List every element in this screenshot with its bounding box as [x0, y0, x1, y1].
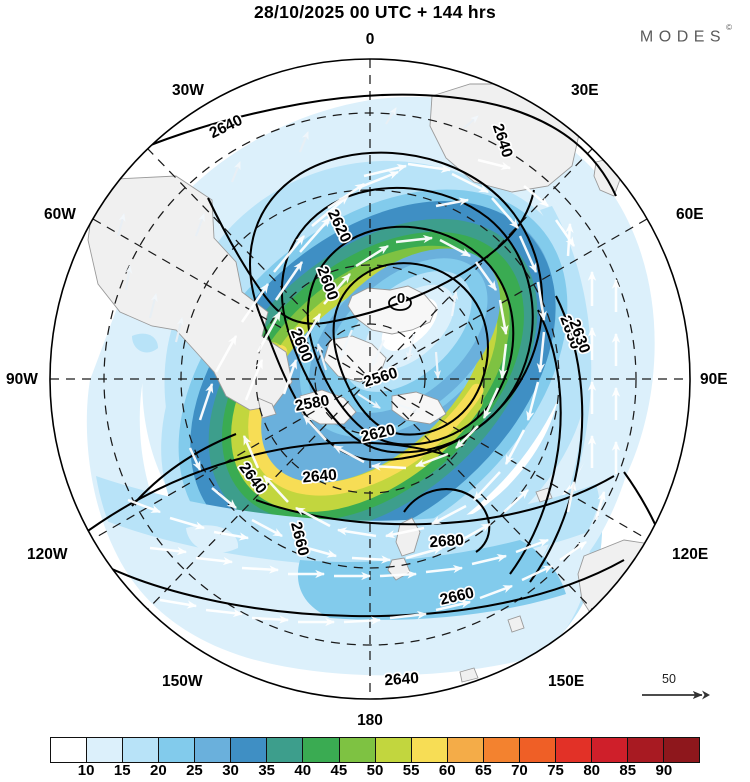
- colorbar-tick-70: 70: [511, 762, 528, 779]
- lon-label-150E: 150E: [548, 673, 585, 690]
- colorbar-tick-65: 65: [474, 762, 492, 779]
- colorbar-tick-15: 15: [113, 762, 131, 779]
- colorbar-cell-7: [303, 738, 340, 762]
- logo-text: MODES: [639, 28, 727, 46]
- colorbar[interactable]: [50, 737, 700, 763]
- contour-label-2640-15: 2640: [384, 670, 420, 689]
- polar-map[interactable]: 2640 2640 2620 2600 2600 2560 2580 2620 2640 2640…: [0, 0, 750, 729]
- lon-label-60E: 60E: [676, 206, 704, 223]
- colorbar-cell-9: [375, 738, 412, 762]
- colorbar-cell-4: [195, 738, 232, 762]
- reference-vector: 50: [640, 672, 720, 710]
- colorbar-tick-10: 10: [77, 762, 95, 779]
- colorbar-tick-30: 30: [222, 762, 239, 779]
- lon-label-120E: 120E: [672, 546, 709, 563]
- colorbar-cell-11: [447, 738, 484, 762]
- colorbar-cell-15: [591, 738, 628, 762]
- contour-label-2640-9: 2640: [302, 467, 338, 487]
- colorbar-cell-16: [628, 738, 665, 762]
- lon-label-180: 180: [357, 712, 383, 729]
- colorbar-cell-8: [339, 738, 376, 762]
- lon-label-60W: 60W: [44, 206, 76, 223]
- colorbar-tick-45: 45: [330, 762, 348, 779]
- copyright-mark: ©: [726, 23, 732, 32]
- page-title: 28/10/2025 00 UTC + 144 hrs: [253, 2, 497, 22]
- colorbar-cell-10: [411, 738, 448, 762]
- reference-vector-label: 50: [662, 672, 676, 686]
- modes-logo: MODES©: [639, 23, 732, 46]
- colorbar-tick-40: 40: [294, 762, 312, 779]
- colorbar-cell-1: [87, 738, 124, 762]
- colorbar-tick-90: 90: [655, 762, 673, 779]
- colorbar-tick-75: 75: [547, 762, 564, 779]
- contour-label-0-17: 0: [397, 290, 405, 307]
- lon-label-30E: 30E: [571, 82, 599, 99]
- lon-label-120W: 120W: [27, 546, 68, 563]
- colorbar-tick-50: 50: [366, 762, 384, 779]
- colorbar-tick-55: 55: [402, 762, 420, 779]
- reference-vector-arrow: [642, 690, 710, 700]
- colorbar-tick-25: 25: [186, 762, 203, 779]
- contour-label-2680-13: 2680: [429, 532, 465, 551]
- colorbar-tick-60: 60: [438, 762, 456, 779]
- lon-label-90W: 90W: [6, 371, 38, 388]
- colorbar-cell-12: [483, 738, 520, 762]
- colorbar-tick-80: 80: [583, 762, 600, 779]
- colorbar-cell-6: [267, 738, 304, 762]
- colorbar-cell-3: [159, 738, 196, 762]
- colorbar-cell-5: [231, 738, 268, 762]
- lon-label-30W: 30W: [172, 82, 204, 99]
- colorbar-ticks: 10 15 20 25 30 35 40 45 50 55 60 65 70 75 80 85 90: [50, 762, 700, 782]
- colorbar-cell-2: [123, 738, 160, 762]
- colorbar-cell-13: [519, 738, 556, 762]
- colorbar-cell-0: [51, 738, 88, 762]
- colorbar-tick-85: 85: [619, 762, 637, 779]
- lon-label-0: 0: [365, 31, 375, 48]
- lon-label-90E: 90E: [700, 371, 728, 388]
- map-boundary: [49, 58, 691, 700]
- colorbar-cell-17: [664, 738, 700, 762]
- wind-vectors: [116, 107, 636, 627]
- colorbar-cell-14: [555, 738, 592, 762]
- colorbar-tick-20: 20: [149, 762, 167, 779]
- lon-label-150W: 150W: [162, 673, 203, 690]
- colorbar-tick-35: 35: [258, 762, 275, 779]
